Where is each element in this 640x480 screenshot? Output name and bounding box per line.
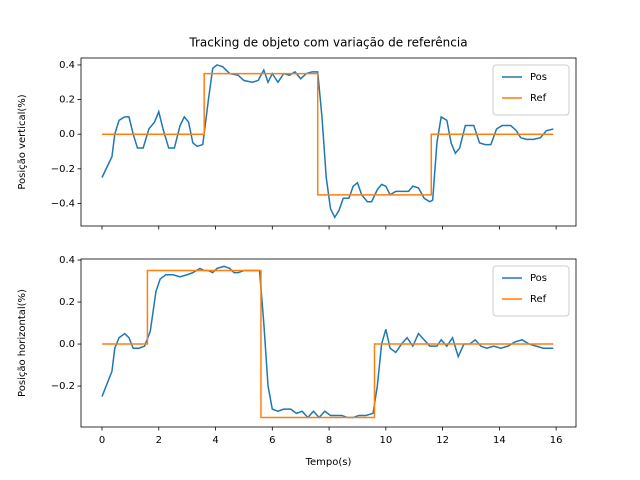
x-tick-label: 2 <box>156 435 162 446</box>
axes-frame <box>80 57 577 227</box>
y-tick-label: 0.4 <box>59 60 75 71</box>
legend: Pos Ref <box>492 64 570 116</box>
y-axis-label: Posição vertical(%) <box>17 94 28 189</box>
plot-area <box>101 265 554 419</box>
legend: Pos Ref <box>492 265 570 317</box>
legend-label: Ref <box>530 93 547 104</box>
y-tick-label: −0.2 <box>51 381 75 392</box>
y-axis-label: Posição horizontal(%) <box>17 289 28 397</box>
line-series <box>101 265 554 419</box>
x-tick-label: 6 <box>269 435 275 446</box>
x-tick-label: 0 <box>99 435 105 446</box>
legend-label: Pos <box>530 273 547 284</box>
x-tick-label: 14 <box>493 435 506 446</box>
x-tick-label: 12 <box>436 435 449 446</box>
y-tick-label: −0.2 <box>51 164 75 175</box>
x-tick-label: 10 <box>379 435 392 446</box>
y-tick-label: 0.2 <box>59 297 75 308</box>
legend-label: Ref <box>530 294 547 305</box>
plot-area <box>101 64 554 219</box>
y-tick-label: 0.2 <box>59 95 75 106</box>
y-tick-label: 0.0 <box>59 129 75 140</box>
y-tick-label: 0.0 <box>59 339 75 350</box>
legend-label: Pos <box>530 72 547 83</box>
x-tick-label: 16 <box>550 435 563 446</box>
line-series <box>102 72 554 196</box>
chart-title: Tracking de objeto com variação de refer… <box>188 36 467 50</box>
x-axis-label: Tempo(s) <box>305 457 352 468</box>
x-tick-label: 8 <box>326 435 332 446</box>
x-tick-label: 4 <box>212 435 218 446</box>
line-series <box>102 269 554 419</box>
y-tick-label: 0.4 <box>59 255 75 266</box>
y-tick-label: −0.4 <box>51 198 75 209</box>
axes-frame <box>80 258 577 428</box>
line-series <box>101 64 554 219</box>
